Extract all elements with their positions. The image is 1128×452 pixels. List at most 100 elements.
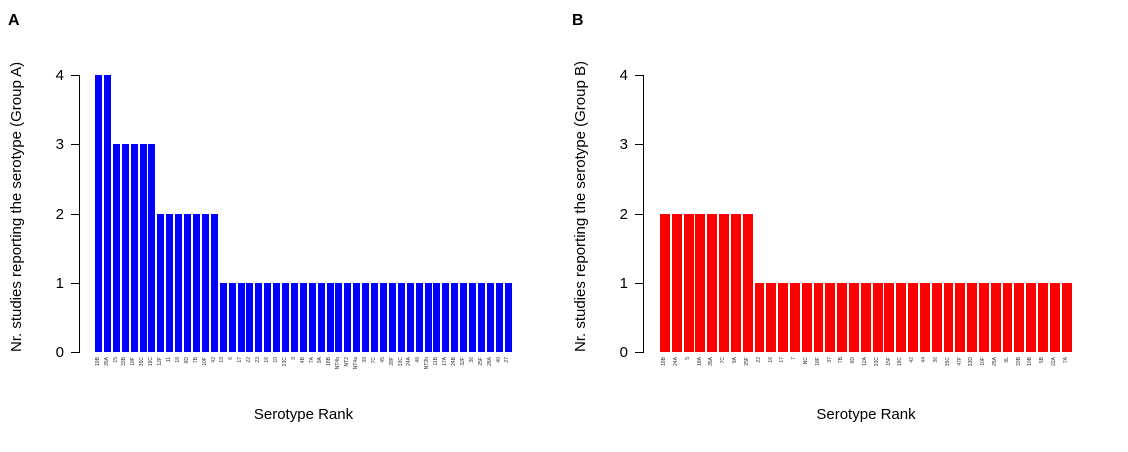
bar	[460, 282, 468, 352]
panel-b-x-axis-title: Serotype Rank	[816, 406, 916, 423]
x-tick-label: 17	[779, 357, 786, 363]
x-tick-label: 25A	[991, 357, 998, 366]
x-tick-label: 7C	[370, 357, 377, 364]
x-tick-label: 33C	[873, 357, 880, 367]
bar	[442, 282, 450, 352]
x-tick-label: 24A	[406, 357, 413, 366]
x-tick-label: 23C	[281, 357, 288, 367]
bar	[388, 282, 396, 352]
x-tick-label: 10	[272, 357, 279, 363]
x-tick-cell: 23C	[282, 357, 289, 366]
x-tick-label: 35A	[103, 357, 110, 366]
bar	[371, 282, 379, 352]
bar	[148, 144, 156, 352]
x-tick-cell: 48	[415, 357, 423, 363]
x-tick-cell: 10F	[202, 357, 209, 366]
bar	[872, 282, 883, 352]
x-tick-label: 47F	[956, 357, 963, 366]
bar	[237, 282, 245, 352]
bar	[290, 282, 298, 352]
bar	[103, 75, 111, 352]
x-tick-cell: 40	[496, 357, 503, 363]
x-tick-cell: 10	[273, 357, 280, 363]
y-tick	[71, 75, 79, 76]
y-tick	[71, 352, 79, 353]
bar	[192, 213, 200, 352]
bar	[730, 213, 741, 352]
x-tick-label: 33B	[121, 357, 128, 366]
bar	[380, 282, 387, 352]
x-tick-label: 18	[174, 357, 181, 363]
y-tick	[635, 75, 643, 76]
y-tick	[635, 144, 643, 146]
bar	[943, 282, 954, 352]
x-tick-cell: 5B	[1038, 357, 1048, 363]
x-tick-label: 22A	[1051, 357, 1057, 366]
bar	[671, 213, 682, 352]
x-tick-label: 33D	[968, 357, 975, 367]
x-tick-label: 18A	[696, 357, 703, 366]
x-tick-cell: NT4b	[335, 357, 342, 369]
x-tick-cell: 7C	[719, 357, 729, 363]
x-tick-label: 12A	[862, 357, 868, 366]
x-tick-cell: 33B	[1014, 357, 1024, 366]
panel-a-bars	[95, 75, 512, 352]
x-tick-label: 19B	[94, 357, 101, 366]
x-tick-cell: 27	[504, 357, 512, 363]
x-tick-cell: 24A	[406, 357, 414, 366]
bar	[264, 282, 272, 352]
x-tick-cell: 35C	[139, 357, 147, 367]
x-tick-cell: 17	[778, 357, 788, 363]
x-tick-cell: 33C	[873, 357, 883, 366]
x-tick-cell: 6D	[849, 357, 859, 363]
bar	[919, 282, 930, 352]
y-tick-label: 4	[619, 67, 628, 84]
bar	[1026, 282, 1037, 352]
x-tick-cell: 10B	[1026, 357, 1036, 366]
bar	[273, 282, 281, 352]
x-tick-cell: 11	[166, 357, 173, 362]
x-tick-cell: 18	[175, 357, 182, 363]
x-tick-label: 7B	[192, 357, 199, 364]
panel-a-x-axis-title: Serotype Rank	[253, 406, 354, 423]
x-tick-label: 36	[468, 357, 475, 363]
x-tick-cell: 19B	[95, 357, 102, 366]
x-tick-label: 9A	[317, 357, 324, 364]
panel-a-y-axis: 0 1 2 3 4	[0, 68, 80, 360]
x-tick-label: 40	[495, 357, 502, 363]
x-tick-label: 9L	[1003, 357, 1010, 363]
x-tick-cell: 12F	[157, 357, 164, 366]
x-tick-label: 44	[921, 357, 928, 363]
bar	[978, 282, 989, 352]
x-tick-cell: 42	[908, 357, 918, 363]
y-axis-line	[643, 75, 644, 353]
x-tick-cell: 36	[932, 357, 942, 363]
x-tick-label: 7A	[1062, 357, 1069, 364]
bar	[931, 282, 942, 352]
bar	[884, 282, 895, 352]
y-tick-label: 2	[55, 205, 64, 223]
x-tick-label: 19C	[148, 357, 155, 367]
x-tick-label: 7B	[838, 357, 845, 364]
bar	[1002, 282, 1013, 352]
x-tick-cell: 7C	[371, 357, 378, 363]
x-tick-label: 35C	[944, 357, 951, 367]
x-tick-label: NC	[802, 357, 809, 365]
y-tick-label: 2	[619, 205, 628, 223]
x-tick-cell: 42	[211, 357, 218, 363]
x-tick-label: 28F	[388, 357, 395, 366]
panel-a: A Nr. studies reporting the serotype (Gr…	[0, 12, 512, 423]
x-tick-cell: 7B	[837, 357, 847, 363]
y-tick-label: 0	[55, 344, 64, 361]
x-tick-label: 19	[219, 357, 226, 363]
panel-b-y-axis: 0 1 2 3 4	[564, 68, 644, 360]
bar	[433, 282, 441, 352]
x-tick-cell: 9A	[317, 357, 325, 364]
x-tick-cell: 18F	[814, 357, 824, 366]
panel-a-x-tick-labels: 19B 35A 15 33B 18F 35C 19C 12F 11 18 6D 7B 10F 42 19 6 1…	[95, 357, 512, 369]
bar	[660, 213, 670, 352]
x-tick-label: 35C	[139, 357, 146, 367]
x-tick-cell: 24B	[451, 357, 458, 366]
x-tick-label: 7C	[720, 357, 727, 364]
